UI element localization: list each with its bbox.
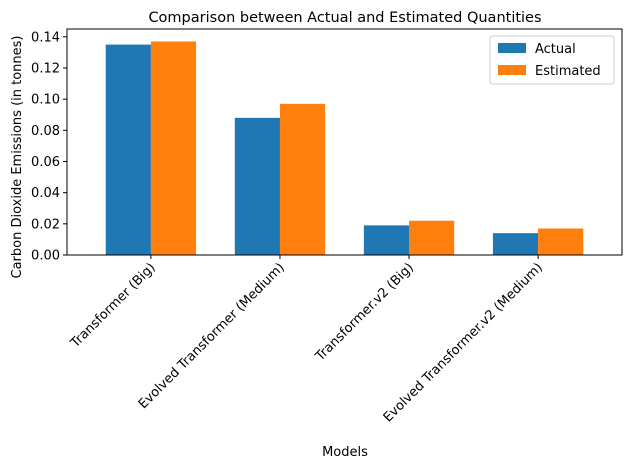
x-tick-label: Transformer (Big) — [67, 260, 158, 351]
y-tick-label: 0.08 — [31, 124, 60, 139]
legend-label-estimated: Estimated — [535, 64, 601, 79]
bar-actual-3 — [492, 233, 539, 255]
chart-title: Comparison between Actual and Estimated … — [148, 10, 541, 26]
x-tick-label: Evolved Transformer.v2 (Medium) — [381, 260, 546, 425]
bar-estimated-2 — [409, 220, 455, 255]
plot-area: 0.00 0.02 0.04 0.06 0.08 0.10 0.12 0.14 Transfor… — [31, 28, 623, 425]
y-axis-title: Carbon Dioxide Emissions (in tonnes) — [10, 35, 25, 278]
y-tick-label: 0.10 — [31, 93, 60, 108]
legend: Actual Estimated — [489, 35, 615, 85]
y-tick-label: 0.00 — [31, 249, 60, 264]
bar-actual-1 — [234, 117, 280, 256]
y-tick-label: 0.02 — [31, 217, 60, 232]
y-tick-label: 0.12 — [31, 61, 60, 76]
bar-actual-0 — [105, 44, 151, 255]
legend-swatch-actual — [498, 43, 526, 53]
x-axis-title: Models — [322, 445, 368, 460]
bar-estimated-3 — [538, 228, 584, 255]
x-tick-label: Transformer.v2 (Big) — [312, 260, 417, 365]
plot-frame — [66, 28, 623, 256]
legend-label-actual: Actual — [535, 42, 576, 57]
legend-swatch-estimated — [498, 65, 526, 75]
x-tick-label: Evolved Transformer (Medium) — [136, 260, 288, 412]
bar-actual-2 — [363, 225, 410, 255]
y-tick-label: 0.14 — [31, 30, 60, 45]
bar-estimated-1 — [279, 103, 326, 256]
bar-estimated-0 — [150, 41, 197, 255]
y-tick-label: 0.04 — [31, 186, 60, 201]
y-tick-label: 0.06 — [31, 155, 60, 170]
